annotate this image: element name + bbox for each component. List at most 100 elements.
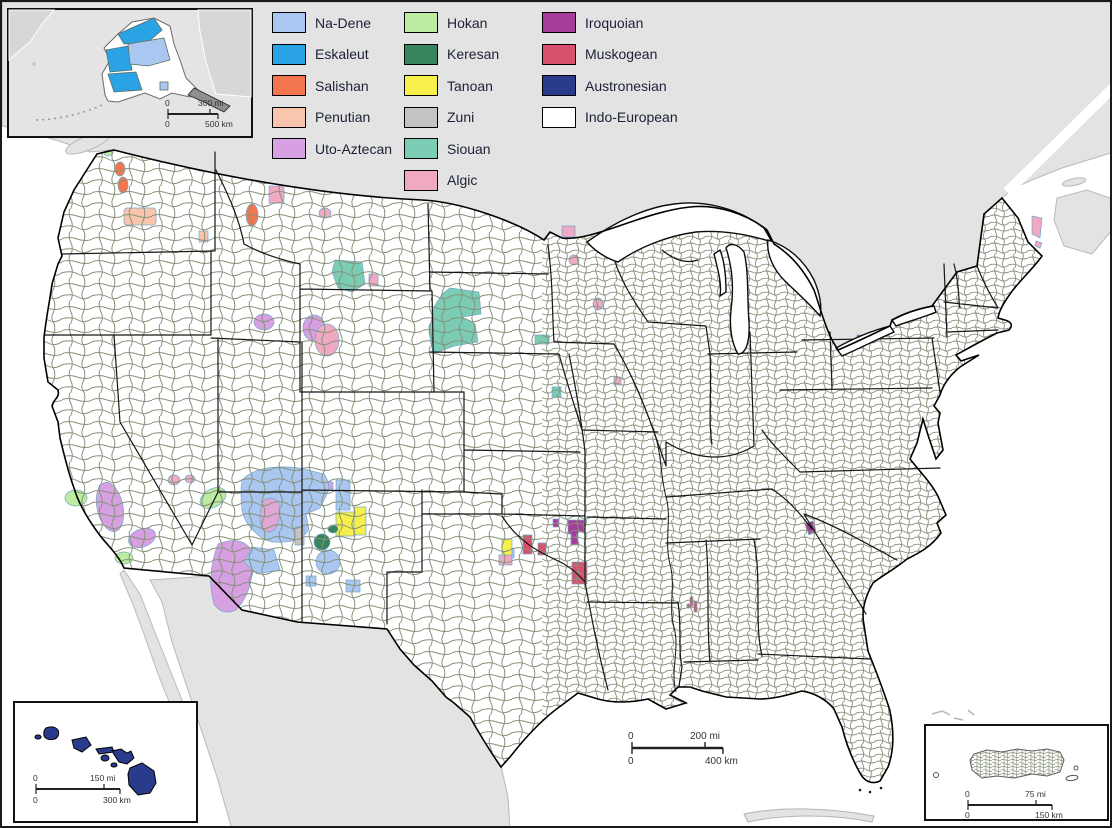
island-lanai <box>100 754 110 762</box>
legend-item-algic: Algic <box>404 169 499 191</box>
hawaii-scale-bar: 0 150 mi 0 300 km <box>33 773 131 805</box>
island-oahu <box>71 736 92 753</box>
legend-column-1: Na-Dene Eskaleut Salishan Penutian Uto-Aztec… <box>272 12 392 170</box>
legend-label-tanoan: Tanoan <box>447 77 493 94</box>
prince-edward-island <box>1061 177 1087 187</box>
legend-item-indo_european: Indo-European <box>542 106 678 128</box>
legend-item-austronesian: Austronesian <box>542 75 678 96</box>
legend-label-zuni: Zuni <box>447 109 475 125</box>
pr-scale-km-label: 150 km <box>1035 810 1063 820</box>
keresan-swatch <box>404 43 438 65</box>
hawaii-scale-km-zero: 0 <box>33 795 38 805</box>
aleutian-chain <box>33 104 103 121</box>
bahamas-islets <box>931 709 975 721</box>
legend-label-hokan: Hokan <box>447 14 488 31</box>
legend-item-uto_aztecan: Uto-Aztecan <box>272 138 392 159</box>
region-algic-turtle-mountain <box>561 225 576 238</box>
main-scale-mi-label: 200 mi <box>690 731 720 742</box>
island-mona <box>933 772 939 778</box>
hawaii-inset: 0 150 mi 0 300 km <box>13 701 198 823</box>
legend-label-austronesian: Austronesian <box>585 77 667 94</box>
green-bay <box>713 248 727 298</box>
alaska-scale-mi-zero: 0 <box>165 98 170 108</box>
tanoan-swatch <box>404 75 438 96</box>
hokan-swatch <box>404 12 438 33</box>
legend-item-hokan: Hokan <box>404 12 499 33</box>
mississippi-river-border <box>613 343 677 693</box>
legend-label-indo_european: Indo-European <box>585 109 678 125</box>
nova-scotia <box>1053 189 1110 255</box>
lake-superior <box>585 202 774 263</box>
st-lawrence-river <box>1003 83 1110 196</box>
main-scale-mi-zero: 0 <box>628 731 634 742</box>
alaska-region-eskaleut-west <box>105 45 133 73</box>
main-scale-bar: 0 200 mi 0 400 km <box>628 731 738 767</box>
legend-label-muskogean: Muskogean <box>585 46 658 62</box>
alaska-scale-bar: 0 300 mi 0 500 km <box>165 98 233 129</box>
iroquoian-swatch <box>542 12 576 33</box>
pr-scale-mi-label: 75 mi <box>1025 789 1046 799</box>
alaska-inset: 0 300 mi 0 500 km <box>7 8 253 138</box>
legend-label-salishan: Salishan <box>315 77 369 94</box>
hawaii-scale-km-label: 300 km <box>103 795 131 805</box>
legend-label-siouan: Siouan <box>447 140 491 157</box>
legend-item-salishan: Salishan <box>272 75 392 96</box>
alaska-panhandle <box>187 87 231 113</box>
florida-keys <box>858 786 883 794</box>
algic-swatch <box>404 169 438 191</box>
alaska-region-nadene-small <box>159 81 169 91</box>
puerto-rico-municipalities <box>970 749 1064 778</box>
island-hawaii <box>127 762 157 796</box>
legend-item-penutian: Penutian <box>272 106 392 128</box>
legend-label-penutian: Penutian <box>315 109 371 125</box>
legend-item-keresan: Keresan <box>404 43 499 65</box>
diomede-islet <box>32 62 36 66</box>
legend-item-tanoan: Tanoan <box>404 75 499 96</box>
island-maui <box>111 748 135 765</box>
legend-column-3: Iroquoian Muskogean Austronesian Indo-Europ… <box>542 12 678 138</box>
alaska-region-eskaleut-southwest <box>107 71 143 93</box>
eskaleut-swatch <box>272 43 306 65</box>
alaska-scale-mi-label: 300 mi <box>198 98 224 108</box>
na_dene-swatch <box>272 12 306 33</box>
legend-item-na_dene: Na-Dene <box>272 12 392 33</box>
main-scale-km-label: 400 km <box>705 756 738 767</box>
island-culebra <box>1073 765 1079 771</box>
uto_aztecan-swatch <box>272 138 306 159</box>
cuba-coastline <box>743 808 875 823</box>
legend-column-2: Hokan Keresan Tanoan Zuni Siouan Algic <box>404 12 499 201</box>
legend-label-na_dene: Na-Dene <box>315 14 372 31</box>
alaska-scale-km-zero: 0 <box>165 119 170 129</box>
lake-huron <box>767 239 822 318</box>
region-algic-maine <box>1031 215 1043 249</box>
alaska-scale-km-label: 500 km <box>205 119 233 129</box>
legend-label-eskaleut: Eskaleut <box>315 46 369 62</box>
island-kahoolawe <box>110 762 118 768</box>
great-lakes <box>585 202 937 357</box>
legend-label-uto_aztecan: Uto-Aztecan <box>315 140 393 157</box>
russia-coastline <box>8 9 56 62</box>
legend-item-siouan: Siouan <box>404 138 499 159</box>
siouan-swatch <box>404 138 438 159</box>
pr-scale-mi-zero: 0 <box>965 789 970 799</box>
hawaii-scale-mi-label: 150 mi <box>90 773 116 783</box>
legend-item-muskogean: Muskogean <box>542 43 678 65</box>
main-scale-km-zero: 0 <box>628 756 634 767</box>
legend-label-algic: Algic <box>447 172 478 188</box>
lake-erie <box>834 325 896 357</box>
alaska-region-eskaleut-north <box>117 17 163 45</box>
state-boundaries <box>43 151 999 691</box>
hawaii-scale-mi-zero: 0 <box>33 773 38 783</box>
austronesian-swatch <box>542 75 576 96</box>
zuni-swatch <box>404 106 438 128</box>
muskogean-swatch <box>542 43 576 65</box>
canada-yukon <box>197 9 252 98</box>
lake-michigan <box>725 243 750 355</box>
alaska-region-nadene-interior <box>127 37 171 67</box>
salishan-swatch <box>272 75 306 96</box>
indo_european-swatch <box>542 106 576 128</box>
island-kauai <box>43 726 60 741</box>
puerto-rico-inset: 0 75 mi 0 150 km <box>924 724 1109 821</box>
